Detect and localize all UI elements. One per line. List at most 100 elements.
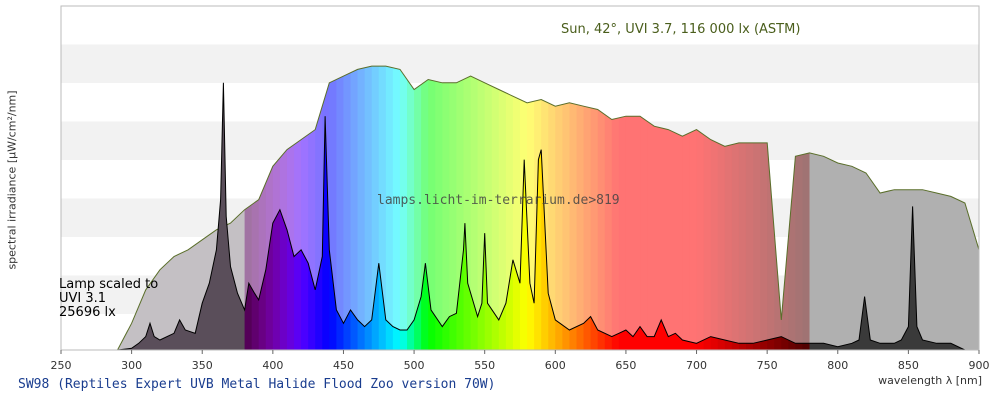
spectrum-color-strip xyxy=(336,66,345,350)
spectrum-color-strip xyxy=(668,66,676,350)
spectrum-color-strip xyxy=(541,66,549,350)
spectrum-color-strip xyxy=(407,66,415,350)
lamp-spectrum-line xyxy=(117,82,966,351)
x-tick-label: 500 xyxy=(404,359,425,372)
spectrum-color-strip xyxy=(611,66,620,350)
spectrum-color-strip xyxy=(364,66,373,350)
spectrum-color-strip xyxy=(647,66,655,350)
spectrum-color-strip xyxy=(887,66,895,350)
lamp-note: Lamp scaled to UVI 3.1 25696 lx xyxy=(59,278,158,320)
spectrum-color-strip xyxy=(830,66,839,350)
spectrum-color-strip xyxy=(555,66,563,350)
spectrum-color-strip xyxy=(873,66,881,350)
x-tick-label: 350 xyxy=(192,359,213,372)
spectrum-color-strip xyxy=(491,66,500,350)
spectrum-color-strip xyxy=(632,66,641,350)
spectrum-color-strip xyxy=(414,66,422,350)
spectrum-color-strip xyxy=(788,66,796,350)
spectrum-color-strip xyxy=(385,66,394,350)
spectrum-color-strip xyxy=(421,66,429,350)
x-tick-label: 450 xyxy=(333,359,354,372)
spectrum-color-strip xyxy=(527,66,535,350)
spectrum-color-strip xyxy=(216,82,225,350)
spectrum-color-strip xyxy=(738,66,747,350)
spectrum-color-strip xyxy=(936,66,945,350)
x-axis-label: wavelength λ [nm] xyxy=(878,374,982,387)
spectrum-color-strip xyxy=(449,66,458,350)
spectrum-color-strip xyxy=(378,66,387,350)
spectrum-color-strip xyxy=(901,66,909,350)
x-axis-ticks: 250 300 350 400 450 500 550 600 650 700 750 800 850 9… xyxy=(51,350,990,372)
spectrum-color-strip xyxy=(399,66,408,350)
spectrum-color-strip xyxy=(392,66,401,350)
spectrum-color-strip xyxy=(590,66,599,350)
spectrum-color-strip xyxy=(703,66,712,350)
spectrum-color-strip xyxy=(308,66,316,350)
spectrum-color-strip xyxy=(597,66,606,350)
sun-spectrum-line xyxy=(117,65,980,351)
spectrum-color-strip xyxy=(851,66,860,350)
x-tick-label: 250 xyxy=(51,359,72,372)
spectrum-color-strip xyxy=(866,66,874,350)
spectrum-color-strip xyxy=(809,66,818,350)
spectrum-color-strip xyxy=(279,66,288,350)
spectrum-color-strip xyxy=(753,66,761,350)
spectrum-color-strip xyxy=(265,66,274,350)
spectrum-color-strip xyxy=(943,66,952,350)
spectrum-color-strip xyxy=(929,66,938,350)
spectrum-color-strip xyxy=(562,66,571,350)
x-tick-label: 300 xyxy=(121,359,142,372)
x-tick-label: 850 xyxy=(898,359,919,372)
x-tick-label: 700 xyxy=(686,359,707,372)
spectrum-color-strip xyxy=(272,66,281,350)
spectrum-color-strip xyxy=(696,66,705,350)
spectrum-color-strip xyxy=(286,66,295,350)
lamp-note-line-1: Lamp scaled to xyxy=(59,277,159,292)
spectrum-color-strip xyxy=(717,66,726,350)
grid-band xyxy=(61,44,979,83)
spectrum-color-strip xyxy=(745,66,754,350)
chart-title: SW98 (Reptiles Expert UVB Metal Halide F… xyxy=(18,377,496,392)
spectrum-color-strip xyxy=(442,66,450,350)
spectrum-color-strip xyxy=(710,66,719,350)
spectrum-color-strip xyxy=(795,66,804,350)
spectrum-color-strip xyxy=(689,66,698,350)
lamp-note-line-2: UVI 3.1 xyxy=(59,291,107,306)
spectrum-color-strip xyxy=(294,66,302,350)
spectrum-color-strip xyxy=(484,66,493,350)
spectrum-color-strip xyxy=(583,66,592,350)
spectrum-color-strip xyxy=(957,66,966,350)
spectrum-color-strip xyxy=(470,66,479,350)
spectrum-color-strip xyxy=(675,66,684,350)
spectrum-color-strip xyxy=(301,66,309,350)
spectrum-color-strip xyxy=(640,66,648,350)
watermark: lamps.licht-im-terrarium.de>819 xyxy=(377,193,620,208)
spectrum-color-strip xyxy=(816,66,825,350)
spectrum-color-strip xyxy=(767,66,775,350)
x-tick-label: 600 xyxy=(545,359,566,372)
spectrum-color-strip xyxy=(329,66,337,350)
spectrum-color-strip xyxy=(661,66,669,350)
spectrum-color-strip xyxy=(315,66,323,350)
spectrum-color-strip xyxy=(371,66,380,350)
spectrum-color-strip xyxy=(244,66,253,350)
spectrum-color-strip xyxy=(357,66,366,350)
spectrum-color-strip xyxy=(894,66,902,350)
spectrum-color-strip xyxy=(463,66,472,350)
y-axis-label: spectral irradiance [μW/cm²/nm] xyxy=(5,90,19,270)
spectrum-color-strip xyxy=(350,66,359,350)
spectrum-color-strip xyxy=(618,66,627,350)
spectrum-color-strip xyxy=(258,66,267,350)
spectrum-color-strip xyxy=(512,66,521,350)
spectrum-color-strip xyxy=(548,66,556,350)
spectrum-color-strip xyxy=(520,82,528,350)
spectrum-color-strip xyxy=(823,66,832,350)
spectrum-color-strip xyxy=(880,66,888,350)
sun-series-label: Sun, 42°, UVI 3.7, 116 000 lx (ASTM) xyxy=(561,22,801,37)
spectrum-color-strip xyxy=(922,66,931,350)
spectrum-color-strip xyxy=(858,66,867,350)
spectrum-color-strip xyxy=(477,66,486,350)
grid-band xyxy=(61,6,979,45)
x-tick-label: 900 xyxy=(969,359,990,372)
spectrum-color-strip xyxy=(251,66,260,350)
